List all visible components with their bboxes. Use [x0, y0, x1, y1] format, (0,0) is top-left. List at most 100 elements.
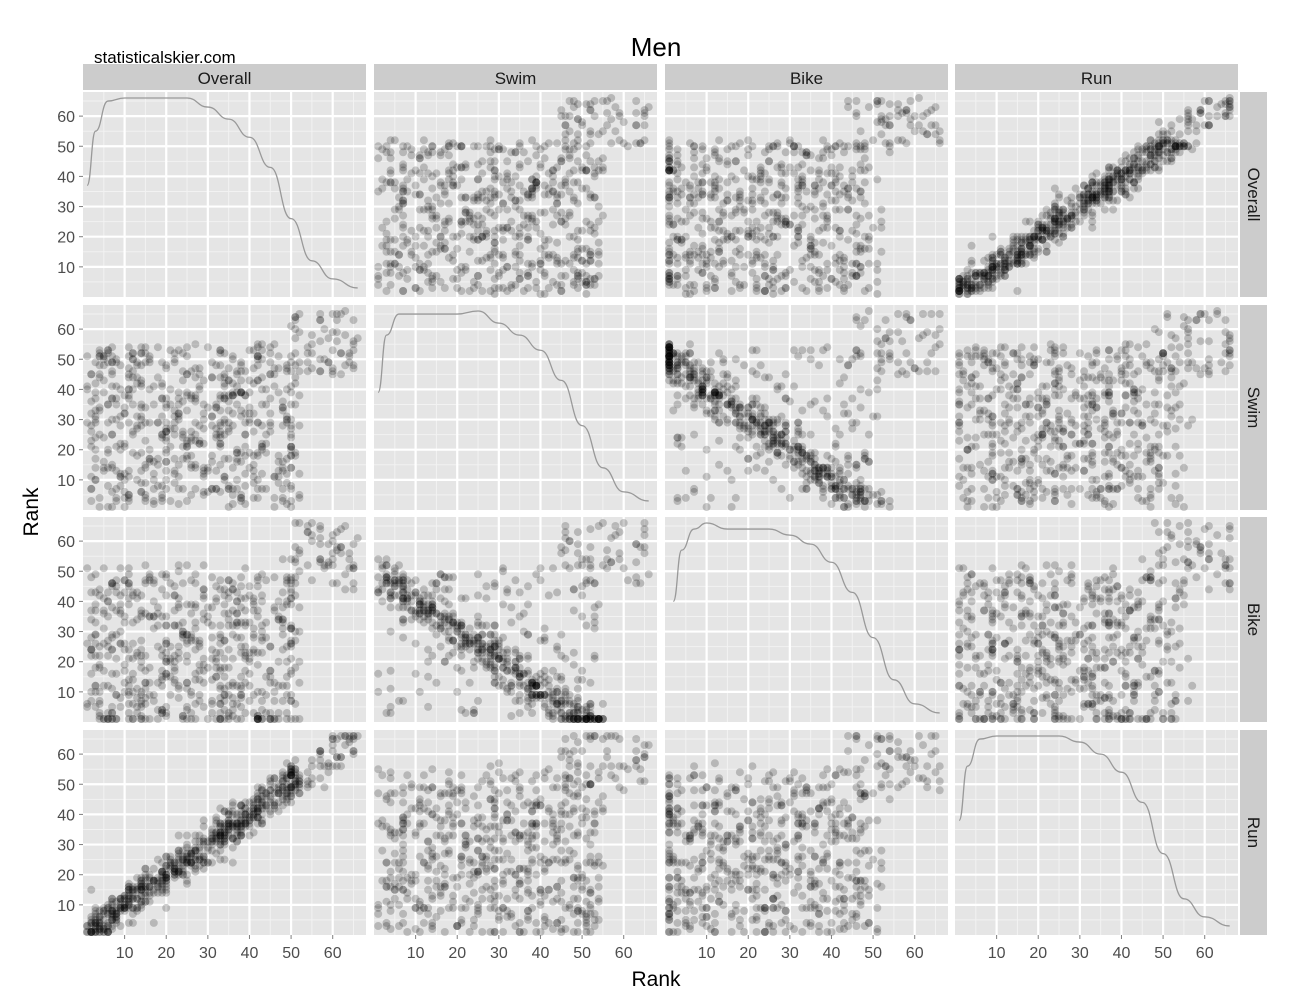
data-point	[449, 250, 458, 259]
data-point	[528, 193, 537, 202]
data-point	[1221, 112, 1230, 121]
data-point	[528, 184, 537, 193]
data-point	[823, 190, 832, 199]
data-point	[590, 274, 599, 283]
data-point	[137, 702, 146, 711]
data-point	[573, 157, 582, 166]
data-point	[1059, 484, 1068, 493]
data-point	[665, 256, 674, 265]
data-point	[561, 136, 570, 145]
data-point	[95, 696, 104, 705]
data-point	[702, 287, 711, 295]
data-point	[162, 418, 171, 427]
panel-overall-vs-swim	[374, 92, 657, 298]
y-tick-label: 30	[57, 625, 75, 642]
data-point	[474, 211, 482, 220]
data-point	[744, 217, 753, 226]
data-point	[852, 247, 861, 256]
data-point	[665, 250, 674, 259]
data-point	[503, 205, 512, 214]
data-point	[840, 187, 848, 196]
data-point	[1030, 343, 1039, 352]
data-point	[877, 223, 886, 232]
data-point	[806, 346, 815, 355]
data-point	[237, 388, 246, 397]
data-point	[794, 193, 803, 202]
data-point	[278, 497, 287, 505]
data-point	[540, 271, 549, 280]
data-point	[831, 259, 840, 268]
data-point	[827, 274, 836, 283]
data-point	[752, 463, 761, 472]
data-point	[594, 247, 603, 256]
data-point	[461, 262, 470, 271]
data-point	[756, 361, 765, 370]
data-point	[727, 271, 736, 280]
data-point	[1175, 142, 1184, 151]
data-point	[781, 169, 790, 178]
data-point	[1042, 211, 1051, 220]
data-point	[249, 600, 258, 609]
data-point	[499, 265, 507, 274]
data-point	[1163, 358, 1172, 367]
data-point	[781, 214, 790, 223]
data-point	[971, 277, 980, 286]
data-point	[777, 199, 786, 208]
data-point	[669, 280, 678, 289]
data-point	[569, 250, 578, 259]
data-point	[449, 181, 458, 190]
data-point	[1013, 403, 1022, 412]
data-point	[723, 157, 732, 166]
data-point	[1225, 112, 1234, 121]
data-point	[1171, 469, 1180, 478]
data-point	[819, 136, 828, 145]
data-point	[1130, 472, 1138, 481]
data-point	[390, 235, 399, 244]
data-point	[515, 142, 524, 151]
data-point	[83, 699, 92, 708]
data-point	[765, 223, 773, 232]
data-point	[382, 142, 391, 151]
data-point	[87, 484, 96, 493]
data-point	[852, 460, 861, 469]
data-point	[727, 232, 736, 241]
data-point	[665, 187, 674, 196]
data-point	[819, 199, 828, 208]
data-point	[744, 454, 753, 463]
data-point	[374, 154, 383, 163]
data-point	[557, 271, 566, 280]
data-point	[549, 166, 557, 175]
data-point	[1146, 442, 1155, 451]
data-point	[877, 118, 886, 127]
data-point	[104, 588, 112, 597]
data-point	[469, 214, 478, 223]
data-point	[1179, 503, 1188, 511]
data-point	[885, 337, 894, 346]
data-point	[515, 205, 524, 214]
data-point	[1167, 139, 1176, 148]
data-point	[781, 217, 790, 226]
data-point	[798, 406, 807, 415]
data-point	[486, 184, 495, 193]
data-point	[873, 325, 882, 334]
data-point	[1109, 205, 1118, 214]
data-point	[598, 163, 607, 172]
data-point	[996, 385, 1005, 394]
data-point	[955, 472, 964, 481]
data-point	[923, 109, 932, 118]
data-point	[1200, 364, 1209, 373]
data-point	[673, 497, 682, 505]
data-point	[794, 142, 803, 151]
data-point	[869, 223, 878, 232]
data-point	[515, 268, 524, 277]
data-point	[382, 268, 391, 277]
data-point	[166, 642, 175, 651]
data-point	[233, 618, 241, 627]
data-point	[478, 157, 487, 166]
data-point	[773, 163, 782, 172]
data-point	[436, 241, 445, 250]
data-point	[486, 142, 495, 151]
data-point	[831, 196, 840, 205]
data-point	[1109, 409, 1118, 418]
data-point	[586, 274, 595, 283]
